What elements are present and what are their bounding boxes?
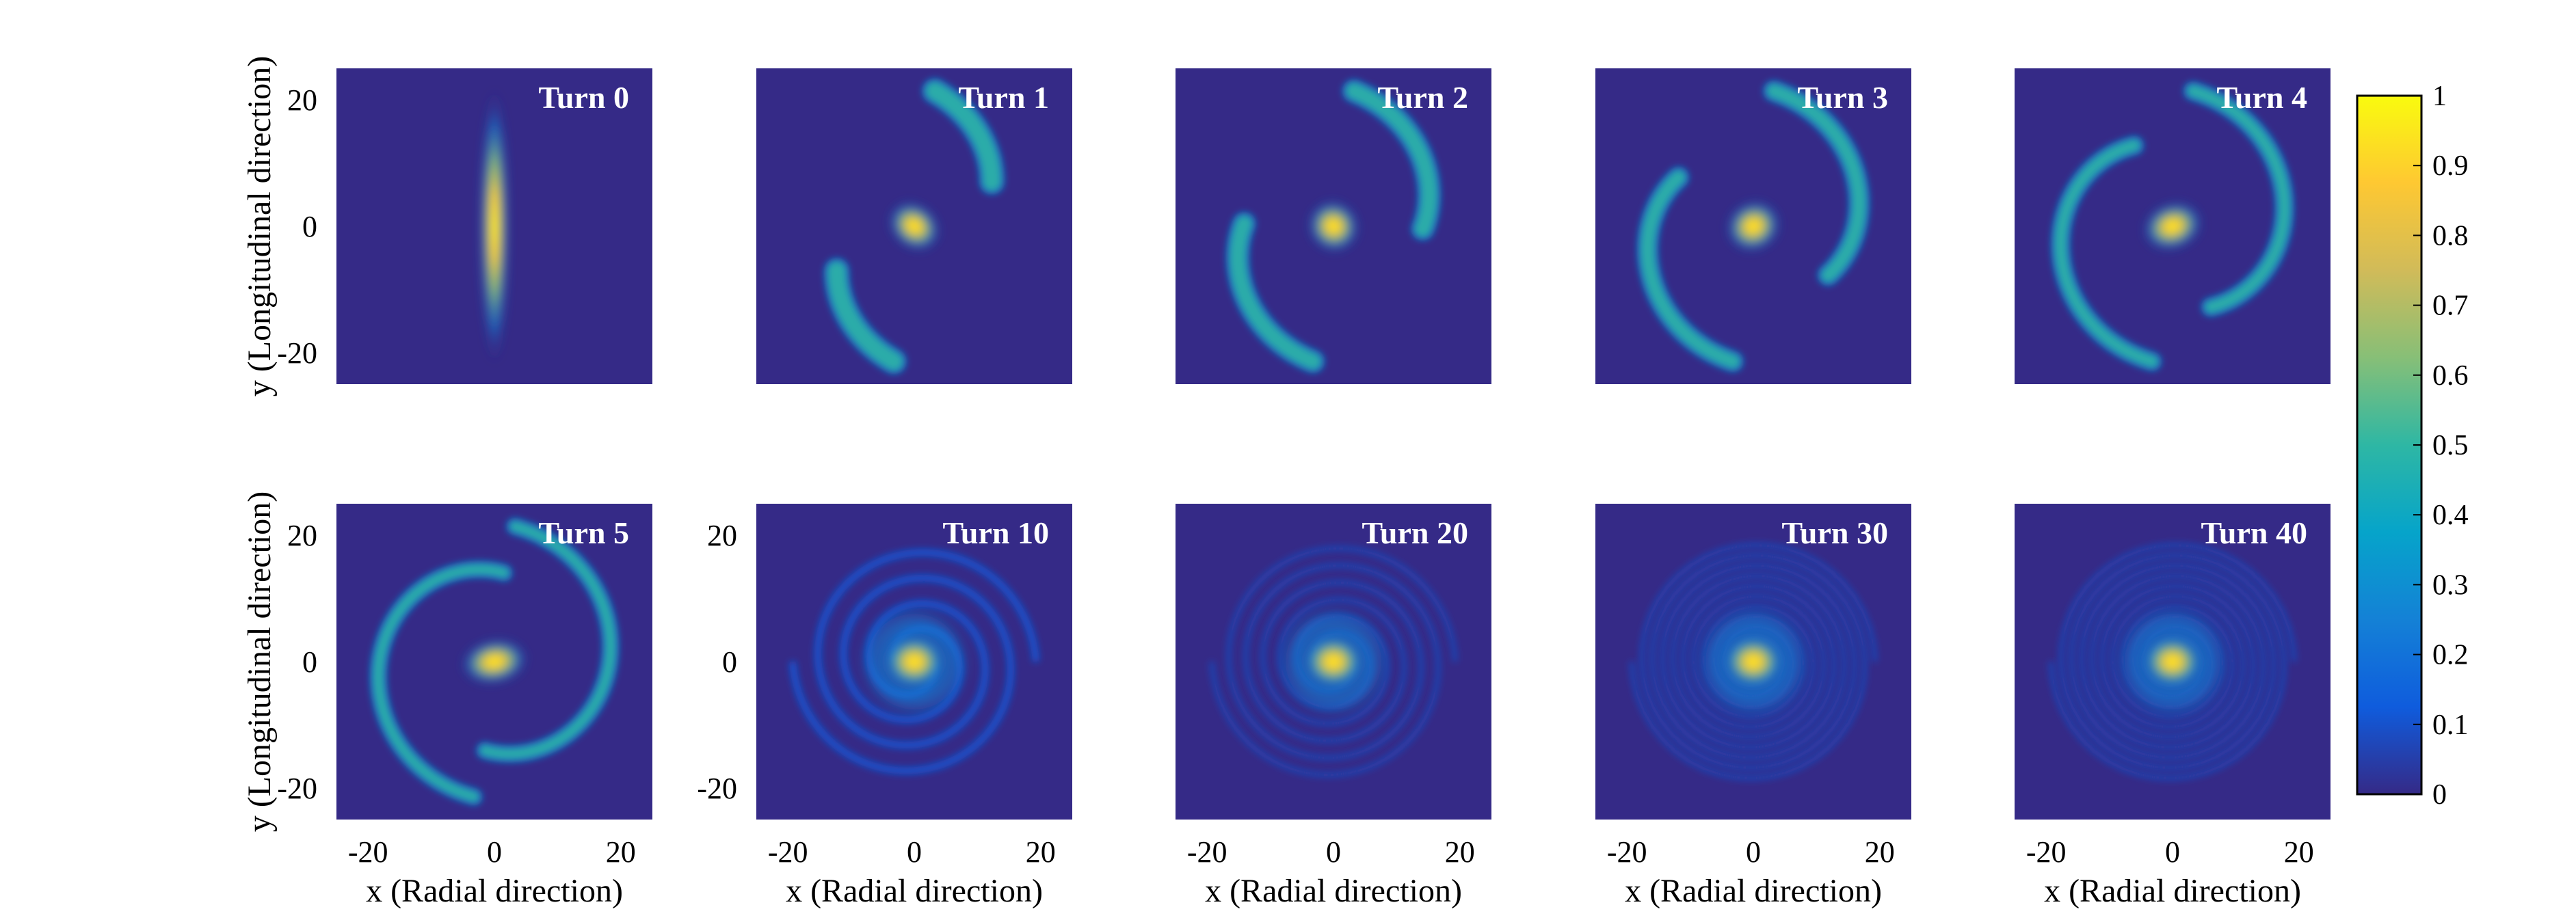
panel-title: Turn 1 bbox=[958, 80, 1049, 115]
x-tick-label: -20 bbox=[2026, 835, 2067, 869]
heatmap-pattern bbox=[1636, 80, 1870, 373]
x-tick-label: -20 bbox=[1187, 835, 1227, 869]
heatmap-pattern bbox=[2051, 81, 2294, 371]
x-tick-label: 20 bbox=[1445, 835, 1475, 869]
heatmap-pattern bbox=[1209, 545, 1458, 778]
colorbar-tick-label: 0 bbox=[2432, 779, 2447, 811]
panel-5: Turn 5 20 0 -20 -20 0 20 x (Radial direction) bbox=[277, 504, 652, 909]
panel-title: Turn 40 bbox=[2201, 515, 2307, 550]
panel-3: Turn 3 bbox=[1595, 68, 1911, 384]
axis-labels-group: y (Longitudinal direction) y (Longitudina… bbox=[241, 56, 278, 833]
x-tick-label: 20 bbox=[1026, 835, 1056, 869]
spiral-arm bbox=[1640, 170, 1740, 369]
panel-40: Turn 40 -20 0 20 x (Radial direction) bbox=[2015, 504, 2331, 909]
colorbar: 1 0.9 0.8 0.7 0.6 0.5 0.4 0.3 0.2 0.1 0 bbox=[2356, 81, 2469, 811]
y-tick-label: -20 bbox=[697, 772, 737, 805]
beam-core bbox=[1722, 634, 1785, 689]
x-tick-label: -20 bbox=[1607, 835, 1647, 869]
colorbar-tick-label: 0.3 bbox=[2432, 569, 2469, 601]
beam-core bbox=[1725, 199, 1782, 254]
x-tick-label: 0 bbox=[907, 835, 922, 869]
beam-core bbox=[888, 200, 941, 252]
colorbar-tick-label: 0.8 bbox=[2432, 220, 2469, 252]
panels-group: Turn 0 20 0 -20 Turn 1 Turn 2 Turn 3 Turn 4 Turn… bbox=[277, 68, 2331, 909]
x-axis-label: x (Radial direction) bbox=[1625, 873, 1882, 909]
x-axis-label: x (Radial direction) bbox=[786, 873, 1043, 909]
heatmap-pattern bbox=[789, 549, 1039, 774]
y-tick-label: 20 bbox=[707, 519, 737, 552]
colorbar-tick-label: 0.1 bbox=[2432, 709, 2469, 741]
spiral-arm bbox=[1766, 83, 1867, 282]
beam-core bbox=[460, 638, 529, 686]
beam-distribution bbox=[479, 90, 509, 363]
colorbar-tick-label: 0.4 bbox=[2432, 500, 2469, 531]
x-tick-label: 20 bbox=[1865, 835, 1895, 869]
colorbar-tick-label: 0.5 bbox=[2432, 430, 2469, 461]
beam-core bbox=[883, 634, 946, 689]
panel-title: Turn 2 bbox=[1377, 80, 1468, 115]
spiral-arm bbox=[925, 81, 1001, 191]
y-tick-label: -20 bbox=[277, 336, 317, 370]
panel-20: Turn 20 -20 0 20 x (Radial direction) bbox=[1176, 504, 1491, 909]
spiral-arm bbox=[2054, 139, 2159, 368]
heatmap-pattern bbox=[2048, 542, 2297, 781]
panel-4: Turn 4 bbox=[2015, 68, 2331, 384]
spiral-arm bbox=[1230, 215, 1322, 370]
panel-title: Turn 3 bbox=[1797, 80, 1888, 115]
colorbar-tick-label: 0.6 bbox=[2432, 360, 2469, 392]
x-tick-label: 0 bbox=[487, 835, 502, 869]
heatmap-pattern bbox=[1226, 79, 1441, 373]
y-tick-label: 0 bbox=[302, 645, 317, 679]
x-axis-label: x (Radial direction) bbox=[1205, 873, 1462, 909]
x-tick-label: 0 bbox=[1326, 835, 1341, 869]
panel-title: Turn 4 bbox=[2216, 80, 2307, 115]
panel-2: Turn 2 bbox=[1176, 68, 1491, 384]
colorbar-tick-label: 0.9 bbox=[2432, 150, 2469, 182]
x-tick-label: 20 bbox=[2284, 835, 2314, 869]
heatmap-pattern bbox=[824, 78, 1005, 375]
colorbar-tick-label: 1 bbox=[2432, 81, 2447, 112]
y-axis-label: y (Longitudinal direction) bbox=[241, 56, 278, 397]
colorbar-gradient bbox=[2356, 94, 2423, 796]
panel-title: Turn 10 bbox=[942, 515, 1049, 550]
heatmap-pattern bbox=[1629, 542, 1878, 781]
colorbar-tick-label: 0.7 bbox=[2432, 290, 2469, 322]
spiral-arm bbox=[2186, 85, 2291, 314]
panel-title: Turn 30 bbox=[1781, 515, 1888, 550]
panel-0: Turn 0 20 0 -20 bbox=[277, 68, 652, 384]
x-tick-label: 0 bbox=[2165, 835, 2180, 869]
x-tick-label: 20 bbox=[606, 835, 636, 869]
panel-title: Turn 5 bbox=[538, 515, 629, 550]
colorbar-tick-label: 0.2 bbox=[2432, 640, 2469, 671]
beam-core bbox=[2142, 200, 2203, 252]
heatmap-pattern bbox=[369, 517, 620, 806]
x-axis-label: x (Radial direction) bbox=[2044, 873, 2301, 909]
panel-title: Turn 0 bbox=[538, 80, 629, 115]
x-tick-label: -20 bbox=[768, 835, 808, 869]
y-tick-label: -20 bbox=[277, 772, 317, 805]
beam-core bbox=[1302, 634, 1365, 689]
y-tick-label: 0 bbox=[722, 645, 737, 679]
beam-core bbox=[2141, 634, 2204, 689]
panel-title: Turn 20 bbox=[1362, 515, 1468, 550]
x-tick-label: -20 bbox=[348, 835, 388, 869]
panel-10: Turn 10 20 0 -20 -20 0 20 x (Radial direction) bbox=[697, 504, 1072, 909]
spiral-arm bbox=[373, 564, 509, 802]
panel-30: Turn 30 -20 0 20 x (Radial direction) bbox=[1595, 504, 1911, 909]
x-tick-label: 0 bbox=[1746, 835, 1761, 869]
beam-core bbox=[1307, 199, 1360, 254]
x-axis-label: x (Radial direction) bbox=[366, 873, 623, 909]
heatmap-pattern bbox=[479, 90, 509, 363]
y-tick-label: 20 bbox=[287, 519, 317, 552]
y-tick-label: 20 bbox=[287, 83, 317, 117]
spiral-arm bbox=[827, 261, 903, 371]
spiral-arm bbox=[1345, 83, 1437, 237]
y-axis-label: y (Longitudinal direction) bbox=[241, 491, 278, 833]
spiral-arm bbox=[479, 521, 616, 759]
y-tick-label: 0 bbox=[302, 210, 317, 243]
panel-1: Turn 1 bbox=[756, 68, 1072, 384]
